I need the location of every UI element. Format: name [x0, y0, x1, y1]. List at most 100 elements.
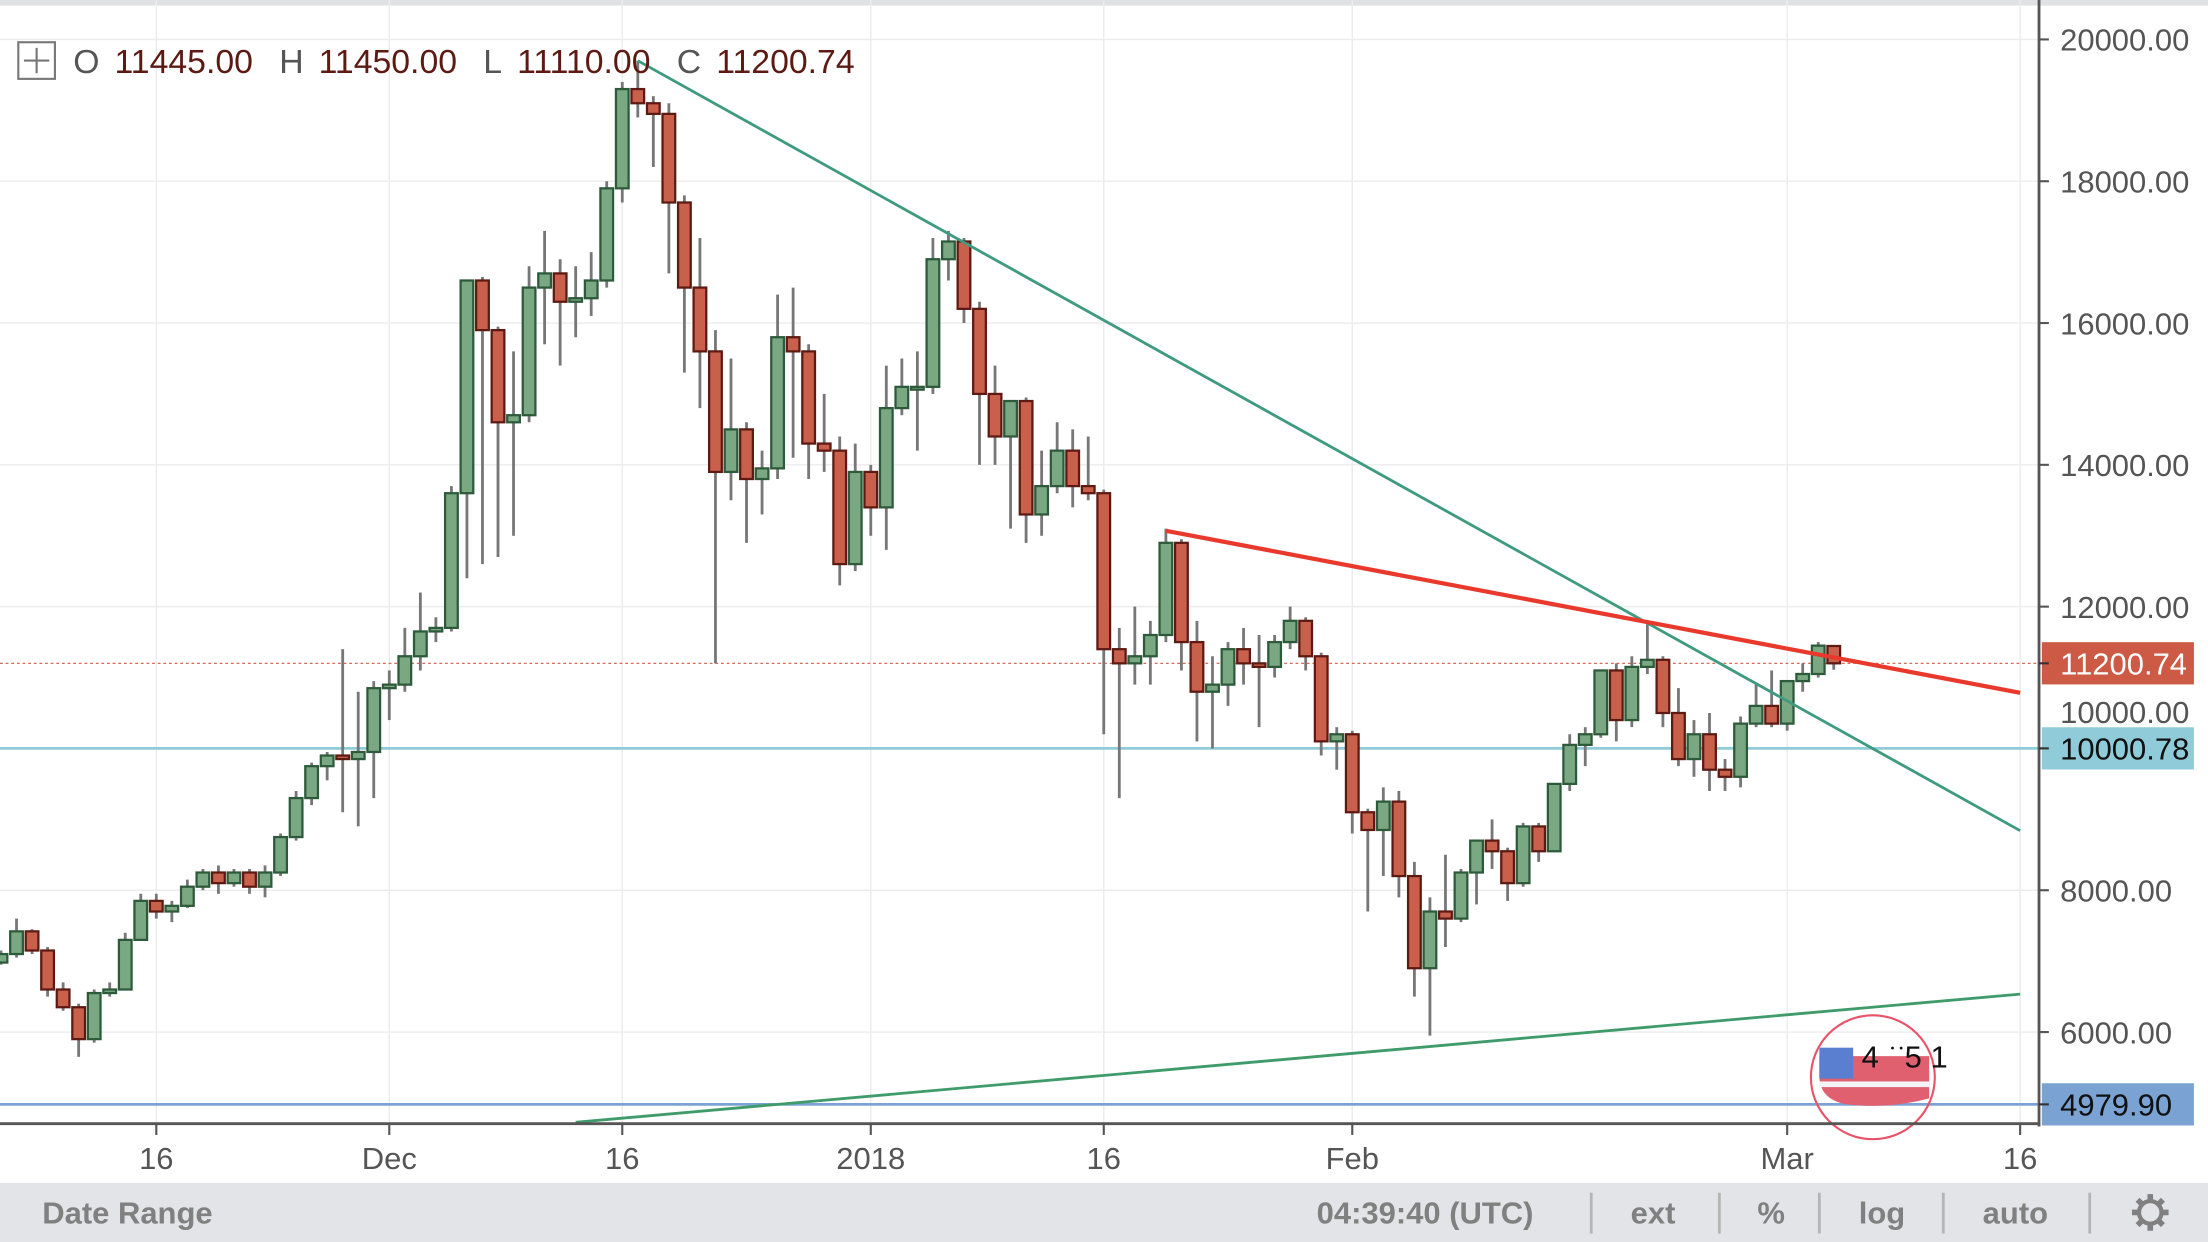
candle-up	[1624, 665, 1640, 722]
clock-time[interactable]: 04:39:40 (UTC)	[1317, 1196, 1534, 1231]
x-tick-label: 16	[2003, 1141, 2037, 1176]
log-button[interactable]: log	[1859, 1196, 1905, 1231]
gear-icon[interactable]	[2131, 1194, 2169, 1231]
candle-down	[552, 272, 568, 303]
trendline[interactable]	[1165, 528, 2021, 695]
candle-up	[273, 835, 289, 874]
candle-up	[9, 930, 24, 956]
candle-down	[987, 392, 1003, 438]
candle-up	[770, 336, 786, 470]
candle-up	[847, 470, 863, 566]
y-tick-label: 18000.00	[2060, 164, 2189, 199]
candle-up	[599, 187, 615, 282]
candle-down	[1702, 733, 1717, 771]
trendlines[interactable]	[575, 59, 2021, 1124]
percent-button[interactable]: %	[1757, 1196, 1785, 1231]
candle-up	[1205, 683, 1220, 693]
price-axis[interactable]: 6000.00 8000.00 10000.00 12000.00 14000.00 16…	[2039, 23, 2189, 1051]
candle-up	[1562, 743, 1578, 786]
candle-down	[40, 949, 56, 991]
y-tick-label: 6000.00	[2060, 1015, 2172, 1050]
candle-up	[102, 988, 118, 995]
candle-down	[335, 754, 351, 761]
svg-text:O 11445.00 H: O 11445.00 H 11450.00 L 11110.00 C 11200…	[73, 43, 854, 81]
candle-down	[661, 112, 677, 204]
candle-up	[521, 286, 537, 417]
candle-down	[1111, 648, 1127, 665]
candle-down	[630, 87, 646, 105]
trendline[interactable]	[575, 992, 2021, 1124]
candle-up	[257, 871, 273, 888]
candle-down	[972, 307, 987, 396]
candle-up	[412, 630, 428, 658]
candle-up	[1748, 704, 1764, 725]
candle-up	[428, 626, 444, 633]
candle-down	[676, 201, 692, 289]
candle-up	[894, 385, 910, 410]
low-value: 11110.00	[517, 43, 650, 81]
open-value: 11445.00	[115, 43, 253, 81]
candle-up	[288, 796, 304, 839]
candle-up	[117, 938, 133, 991]
bottom-toolbar: Date Range 04:39:40 (UTC) ext % log auto	[0, 1182, 2208, 1242]
candle-up	[319, 754, 335, 768]
candle-down	[785, 336, 801, 353]
candle-up	[381, 683, 397, 690]
candle-up	[1127, 655, 1143, 665]
candle-up	[754, 467, 770, 481]
close-value: 11200.74	[716, 43, 854, 81]
candle-up	[1546, 782, 1562, 853]
candle-up	[1810, 644, 1826, 676]
candle-up	[133, 899, 149, 941]
candle-down	[645, 102, 661, 116]
y-tick-label: 12000.00	[2060, 590, 2189, 625]
time-axis[interactable]: 16 Dec 16 2018 16 Feb Mar 16	[139, 1123, 2037, 1176]
low-label: L	[483, 43, 502, 81]
high-label: H	[279, 43, 303, 81]
candle-down	[1484, 839, 1500, 853]
candle-up	[86, 991, 102, 1041]
last-price-label-box	[2041, 642, 2194, 685]
candle-up	[350, 750, 366, 761]
last-price-label: 11200.74	[2060, 647, 2187, 682]
candle-up	[304, 765, 320, 800]
candle-down	[739, 428, 754, 481]
high-value: 11450.00	[319, 43, 457, 81]
candle-down	[1764, 704, 1780, 725]
y-tick-label: 10000.00	[2060, 695, 2189, 730]
candle-down	[1065, 449, 1081, 488]
x-tick-label: Mar	[1760, 1141, 1813, 1176]
candle-down	[816, 442, 832, 452]
candle-down	[692, 286, 708, 353]
candle-up	[1686, 733, 1702, 761]
date-range-button[interactable]: Date Range	[42, 1196, 212, 1231]
candle-down	[707, 350, 723, 474]
x-tick-label: Feb	[1326, 1141, 1379, 1176]
ext-button[interactable]: ext	[1631, 1196, 1676, 1231]
crosshair-toggle-icon[interactable]	[17, 41, 56, 80]
candle-up	[366, 687, 382, 754]
candle-down	[24, 930, 40, 952]
candle-up	[1142, 633, 1158, 658]
candle-up	[614, 87, 630, 190]
candle-up	[1422, 910, 1438, 970]
candle-down	[832, 449, 848, 566]
candle-up	[164, 904, 180, 913]
auto-button[interactable]: auto	[1983, 1196, 2048, 1231]
candle-down	[1500, 850, 1516, 885]
candle-up	[1733, 722, 1749, 778]
candle-up	[1515, 825, 1531, 885]
watermark-logo: 4 ͘ ͘ 5 1	[1809, 1014, 1948, 1141]
y-tick-label: 8000.00	[2060, 874, 2172, 909]
candle-down	[863, 470, 879, 509]
trendline[interactable]	[637, 59, 2021, 832]
candle-down	[956, 240, 972, 310]
level-price-label-box	[2041, 727, 2194, 770]
candle-down	[1018, 399, 1034, 516]
x-tick-label: 16	[605, 1141, 639, 1176]
level-price-label: 4979.90	[2060, 1088, 2172, 1123]
candle-down	[475, 279, 490, 332]
candle-down	[1096, 492, 1112, 651]
candle-down	[242, 871, 257, 888]
